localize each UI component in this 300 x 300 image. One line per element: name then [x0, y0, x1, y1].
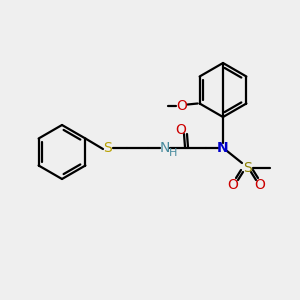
Text: N: N — [160, 141, 170, 155]
Text: O: O — [176, 123, 186, 137]
Text: N: N — [217, 141, 229, 155]
Text: O: O — [176, 98, 187, 112]
Text: S: S — [243, 161, 251, 175]
Text: H: H — [169, 148, 177, 158]
Text: O: O — [255, 178, 266, 192]
Text: O: O — [228, 178, 238, 192]
Text: S: S — [103, 141, 112, 155]
